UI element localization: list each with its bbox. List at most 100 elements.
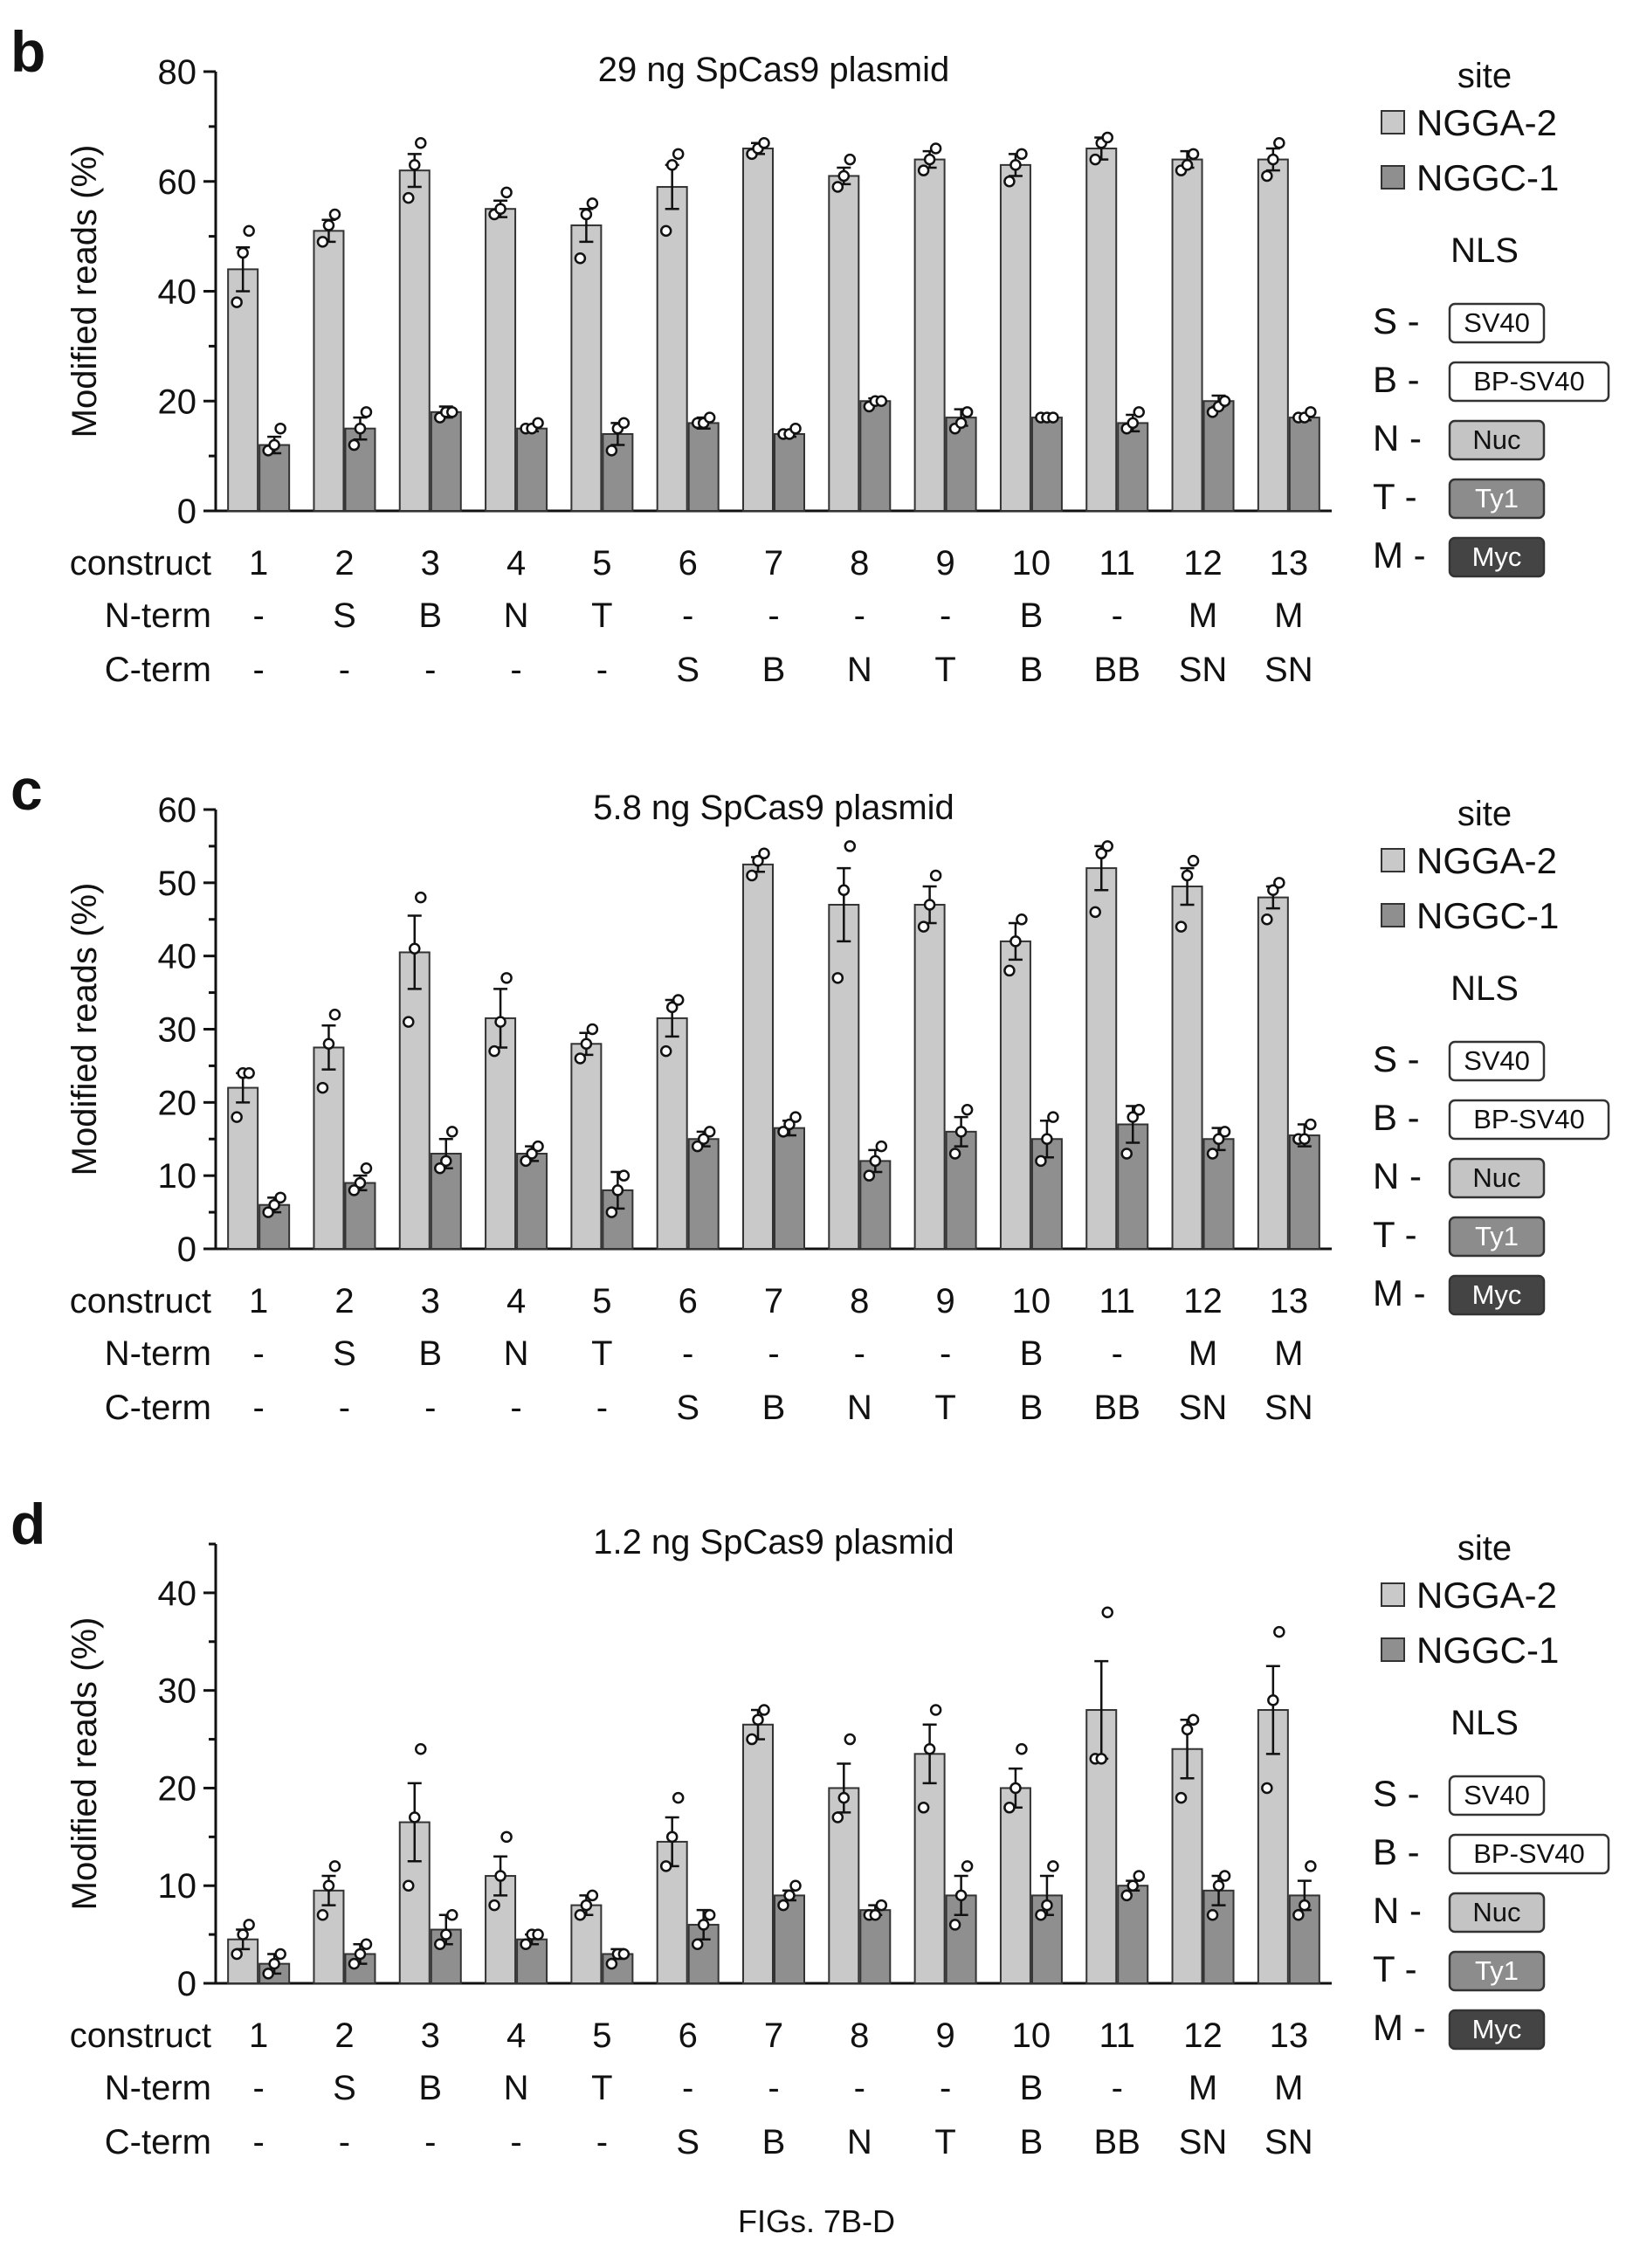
data-point	[586, 1023, 599, 1036]
n-term-label: M	[1189, 1334, 1217, 1373]
data-point	[923, 153, 936, 166]
data-point	[1009, 159, 1022, 171]
data-point	[1003, 176, 1016, 188]
construct-label: 3	[421, 544, 440, 583]
data-point	[789, 1111, 802, 1123]
data-point	[1016, 913, 1028, 926]
legend-nls-key: M -	[1373, 2007, 1426, 2048]
bar-nggc-1-6	[687, 422, 720, 512]
bar-nggc-1-1	[258, 444, 291, 512]
data-point	[354, 422, 367, 435]
data-point	[1261, 1782, 1273, 1795]
bar-ngga-2-10	[999, 940, 1031, 1251]
n-term-label: M	[1274, 596, 1303, 635]
c-term-label: SN	[1179, 2123, 1228, 2161]
bar-ngga-2-9	[913, 158, 946, 512]
n-term-label: -	[1112, 1334, 1123, 1373]
y-tick-label: 40	[158, 1575, 197, 1613]
legend-nls-key: T -	[1373, 1948, 1417, 1989]
n-term-label: S	[333, 596, 356, 635]
c-term-label: -	[339, 651, 350, 689]
data-point	[1187, 148, 1200, 161]
legend-nls-label: Ty1	[1475, 1221, 1519, 1251]
data-point	[500, 1830, 513, 1844]
construct-label: 13	[1270, 544, 1309, 583]
legend-nls-box-nuc	[1448, 1892, 1546, 1934]
chart-title: 29 ng SpCas9 plasmid	[598, 51, 949, 89]
legend-nls-title: NLS	[1450, 1704, 1519, 1742]
c-term-label: BB	[1094, 651, 1140, 689]
c-term-label: S	[676, 1389, 699, 1427]
n-term-label: B	[1020, 2069, 1044, 2107]
bar-ngga-2-7	[742, 863, 774, 1250]
bar-nggc-1-10	[1030, 417, 1063, 512]
legend-nls-box-bp-sv40	[1448, 1833, 1610, 1875]
legend-site-label: NGGA-2	[1416, 840, 1557, 881]
data-point	[831, 181, 844, 193]
row-label-n-term: N-term	[105, 596, 211, 635]
legend-nls-label: Myc	[1472, 2014, 1522, 2044]
legend-nls-title: NLS	[1450, 231, 1519, 270]
data-point	[1133, 406, 1145, 418]
legend-swatch-ngga-2	[1381, 110, 1405, 134]
y-tick-label: 20	[158, 1084, 197, 1122]
data-point	[243, 1919, 255, 1931]
data-point	[415, 1742, 427, 1755]
data-point	[617, 1947, 630, 1961]
data-point	[1095, 1753, 1107, 1765]
data-point	[316, 1081, 329, 1094]
data-point	[665, 159, 679, 171]
legend-site-label: NGGC-1	[1416, 1630, 1559, 1671]
n-term-label: -	[940, 596, 951, 635]
data-point	[844, 1733, 857, 1746]
construct-label: 5	[592, 2016, 611, 2055]
bar-nggc-1-2	[344, 427, 376, 512]
bar-ngga-2-1	[227, 1086, 259, 1250]
legend-nls-key: T -	[1373, 476, 1417, 517]
n-term-label: S	[333, 1334, 356, 1373]
data-point	[580, 1899, 593, 1912]
legend-swatch-ngga-2	[1381, 1582, 1405, 1607]
data-point	[1089, 153, 1101, 166]
data-point	[1212, 1133, 1225, 1145]
c-term-label: -	[252, 1389, 264, 1427]
data-point	[1047, 411, 1059, 424]
data-point	[703, 411, 716, 424]
c-term-label: -	[252, 2123, 264, 2161]
row-label-construct: construct	[70, 2016, 211, 2055]
data-point	[1261, 169, 1273, 183]
data-point	[328, 1008, 341, 1021]
construct-label: 9	[935, 1282, 954, 1320]
c-term-label: -	[596, 2123, 608, 2161]
n-term-label: T	[591, 596, 612, 635]
legend-nls-label: Ty1	[1475, 1955, 1519, 1986]
data-point	[672, 1791, 685, 1804]
legend-swatch-nggc-1	[1381, 903, 1405, 927]
y-axis-label: Modified reads (%)	[65, 883, 104, 1176]
data-point	[1016, 1742, 1028, 1755]
bar-ngga-2-4	[485, 208, 517, 512]
legend-site-title: site	[1457, 57, 1512, 95]
legend-nls-key: S -	[1373, 300, 1420, 341]
n-term-label: M	[1189, 596, 1217, 635]
c-term-label: -	[424, 651, 436, 689]
y-axis-label: Modified reads (%)	[65, 145, 104, 438]
construct-label: 4	[506, 2016, 526, 2055]
data-point	[1041, 1899, 1053, 1912]
panel-letter: c	[10, 757, 43, 822]
construct-label: 3	[421, 2016, 440, 2055]
data-point	[231, 1111, 243, 1123]
c-term-label: S	[676, 651, 699, 689]
legend-nls-label: SV40	[1464, 1780, 1530, 1810]
data-point	[1273, 1625, 1285, 1638]
legend-nls-key: T -	[1373, 1214, 1417, 1255]
data-point	[348, 438, 361, 452]
data-point	[1218, 395, 1231, 407]
data-point	[605, 1206, 618, 1218]
data-point	[665, 1001, 679, 1014]
data-point	[703, 1126, 716, 1138]
n-term-label: -	[768, 2069, 779, 2107]
data-point	[520, 1155, 532, 1168]
data-point	[1133, 1103, 1145, 1116]
construct-label: 9	[935, 544, 954, 583]
